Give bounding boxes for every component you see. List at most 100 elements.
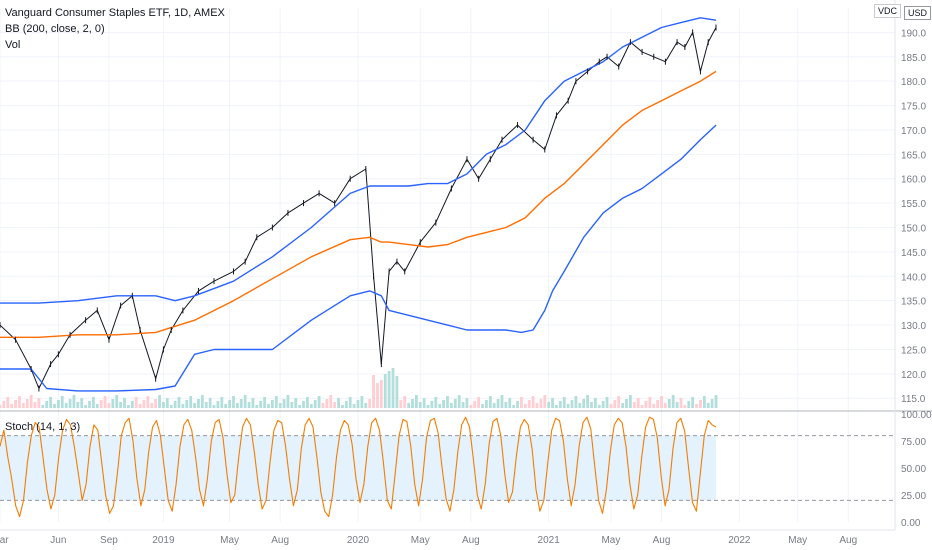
volume-bar [695, 404, 698, 408]
volume-bar [68, 399, 72, 408]
volume-bar [10, 404, 14, 408]
volume-bar [14, 400, 17, 408]
volume-bar [551, 398, 554, 408]
price-tick-label: 120.0 [901, 370, 926, 381]
volume-bar [41, 405, 45, 408]
volume-bar [282, 399, 286, 408]
volume-bar [88, 401, 91, 408]
price-tick-label: 135.0 [901, 297, 926, 308]
time-tick-label: 2019 [152, 535, 175, 546]
volume-bar [169, 405, 173, 408]
volume-bar [138, 404, 142, 408]
volume-bar [492, 403, 496, 408]
price-tick-label: 190.0 [901, 28, 926, 39]
volume-bar [582, 399, 586, 408]
volume-bar [127, 405, 130, 408]
volume-bar [111, 399, 115, 408]
volume-bar [531, 396, 535, 408]
volume-bar [344, 401, 348, 408]
volume-bar [426, 405, 430, 408]
volume-bar [430, 401, 434, 408]
volume-bar [372, 375, 375, 408]
volume-bar [570, 400, 574, 408]
volume-bar [473, 401, 477, 408]
volume-bar [115, 395, 119, 408]
time-tick-label: 2022 [728, 535, 751, 546]
volume-bar [162, 402, 165, 408]
price-tick-label: 125.0 [901, 345, 926, 356]
volume-bar [449, 403, 453, 408]
volume-bar [243, 395, 247, 408]
volume-bar [438, 404, 442, 408]
volume-bar [76, 402, 80, 408]
volume-bar [660, 396, 663, 408]
volume-bar [185, 400, 189, 408]
price-tick-label: 150.0 [901, 224, 926, 235]
volume-bar [189, 396, 193, 408]
volume-bar [134, 397, 138, 408]
volume-bar [597, 405, 601, 408]
volume-bar [181, 404, 185, 408]
volume-bar [60, 396, 64, 408]
volume-bar [348, 397, 352, 408]
volume-bar [123, 398, 126, 408]
stoch-series-group [0, 416, 717, 518]
volume-indicator-label: Vol [5, 39, 21, 51]
volume-bar [306, 397, 309, 408]
stoch-tick-label: 100.00 [901, 410, 932, 421]
volume-bar [49, 397, 52, 408]
volume-bar [636, 398, 640, 408]
volume-bar [562, 397, 566, 408]
volume-bar [434, 397, 438, 408]
volume-bar [309, 404, 313, 408]
volume-bar [411, 399, 414, 408]
currency-badge[interactable]: USD [904, 6, 932, 20]
volume-bar [609, 404, 613, 408]
volume-bar [683, 405, 687, 408]
stoch-indicator-label: Stoch (14, 1, 3) [5, 421, 81, 433]
volume-bar [539, 399, 543, 408]
volume-bar [193, 403, 196, 408]
time-tick-label: May [411, 535, 430, 546]
volume-bar [461, 402, 465, 408]
volume-bar [150, 403, 154, 408]
volume-bar [628, 395, 632, 408]
volume-bar [173, 401, 177, 408]
bb-upper-line [0, 17, 717, 304]
volume-bar [465, 398, 469, 408]
volume-bar [446, 396, 449, 408]
volume-bar [321, 403, 325, 408]
volume-bar [208, 398, 212, 408]
volume-bar [702, 396, 706, 408]
symbol-badge[interactable]: VDC [874, 4, 902, 18]
volume-bar [500, 395, 504, 408]
volume-bar [251, 398, 255, 408]
volume-bar [403, 396, 407, 408]
volume-bar [383, 374, 387, 408]
volume-bar [656, 400, 660, 408]
volume-bar [325, 399, 329, 408]
stoch-tick-label: 0.00 [901, 518, 921, 529]
price-tick-label: 175.0 [901, 102, 926, 113]
price-tick-label: 145.0 [901, 248, 926, 259]
volume-bar [352, 404, 356, 408]
time-tick-label: Aug [653, 535, 671, 546]
volume-bar [91, 397, 95, 408]
volume-bar [204, 402, 208, 408]
volume-bar [395, 376, 399, 408]
volume-bar [255, 405, 259, 408]
price-tick-label: 180.0 [901, 77, 926, 88]
volume-bar [274, 396, 278, 408]
volume-bar [329, 395, 333, 408]
volume-bar [376, 383, 379, 408]
volume-bar [267, 404, 270, 408]
volume-bar [512, 405, 516, 408]
volume-bar [485, 400, 488, 408]
volume-bar [216, 401, 220, 408]
volume-bar [239, 399, 243, 408]
time-tick-label: Jun [50, 535, 66, 546]
price-tick-label: 140.0 [901, 272, 926, 283]
volume-bar [527, 400, 531, 408]
volume-bar [555, 405, 558, 408]
volume-bar [56, 400, 60, 408]
